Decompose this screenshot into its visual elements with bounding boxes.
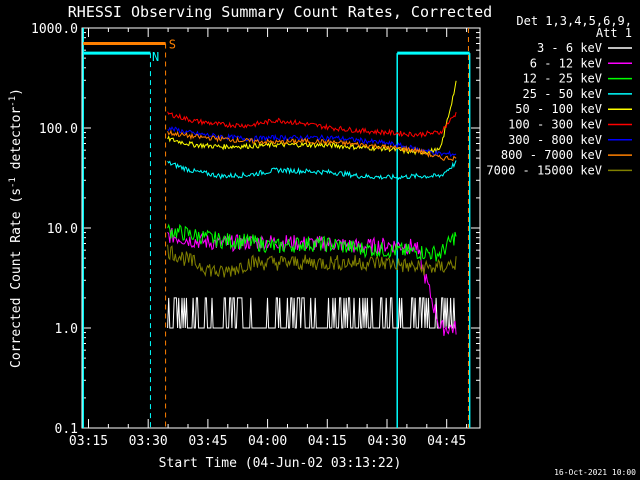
y-tick-label: 0.1 — [55, 422, 78, 437]
legend-entry-label: 3 - 6 keV — [537, 41, 602, 55]
series-line-3 — [167, 160, 457, 181]
legend-entry-label: 6 - 12 keV — [530, 56, 602, 70]
series-line-5 — [167, 111, 457, 139]
x-tick-label: 04:45 — [427, 434, 466, 449]
x-tick-label: 04:15 — [308, 434, 347, 449]
x-tick-label: 03:45 — [188, 434, 227, 449]
series-lines — [167, 80, 457, 336]
y-tick-label: 1000.0 — [31, 22, 78, 37]
footer-date: 16-Oct-2021 10:00 — [554, 468, 636, 477]
legend-entry-label: 50 - 100 keV — [515, 102, 602, 116]
legend-entry-label: 7000 - 15000 keV — [486, 163, 602, 177]
saa-flag-label: S — [169, 37, 176, 51]
y-axis-label-sup2: -1 — [8, 96, 18, 107]
y-axis: 0.1 1.0 10.0 100.0 1000.0 — [31, 22, 480, 437]
chart-title: RHESSI Observing Summary Count Rates, Co… — [68, 3, 492, 21]
y-axis-label: Corrected Count Rate (s-1 detector-1) — [8, 88, 24, 368]
legend-entry-label: 100 - 300 keV — [508, 118, 602, 132]
legend-entry-label: 800 - 7000 keV — [501, 148, 602, 162]
y-axis-label-mid: detector — [9, 107, 24, 178]
series-line-8 — [167, 244, 457, 278]
series-line-7 — [167, 129, 457, 162]
legend-header-line-1: Det 1,3,4,5,6,9, — [516, 14, 632, 28]
y-axis-label-sup: -1 — [8, 177, 18, 188]
legend-entry-label: 12 - 25 keV — [523, 72, 602, 86]
x-axis: 03:15 03:30 03:45 04:00 04:15 04:30 04:45 — [69, 28, 468, 449]
attenuator-lines: SN — [82, 28, 471, 428]
legend-header-line-2: Att 1 — [596, 26, 632, 40]
y-tick-label: 10.0 — [47, 222, 78, 237]
x-tick-label: 04:00 — [248, 434, 287, 449]
series-line-4 — [167, 80, 457, 156]
y-tick-label: 100.0 — [39, 122, 78, 137]
legend-entry-label: 300 - 800 keV — [508, 133, 602, 147]
x-tick-label: 03:30 — [129, 434, 168, 449]
series-line-0 — [167, 297, 457, 329]
x-axis-label: Start Time (04-Jun-02 03:13:22) — [159, 456, 402, 471]
y-axis-label-main: Corrected Count Rate (s — [9, 188, 24, 368]
legend-entry-label: 25 - 50 keV — [523, 87, 602, 101]
y-axis-label-end: ) — [9, 88, 24, 96]
series-line-2 — [167, 223, 457, 262]
y-tick-label: 1.0 — [55, 322, 78, 337]
night-flag-label: N — [152, 50, 159, 64]
x-tick-label: 04:30 — [367, 434, 406, 449]
x-tick-label: 03:15 — [69, 434, 108, 449]
